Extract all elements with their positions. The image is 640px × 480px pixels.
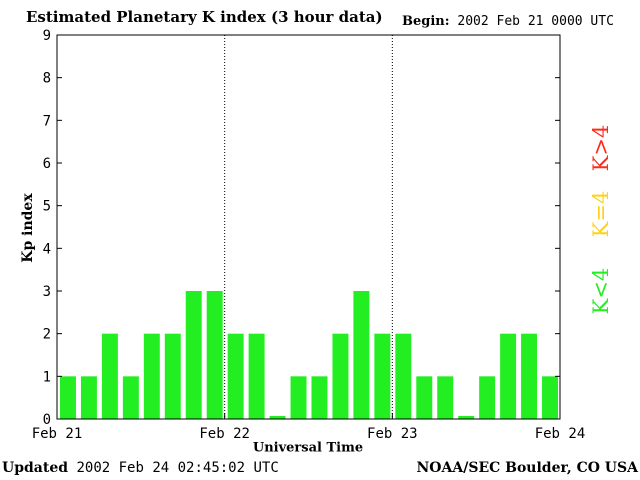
bar: [206, 291, 223, 419]
legend-k-less-4: K<4: [589, 267, 613, 315]
y-axis-label: Kp index: [20, 193, 36, 263]
bar: [458, 416, 475, 419]
x-axis-label: Universal Time: [252, 440, 364, 456]
bar: [542, 376, 558, 419]
bar: [353, 291, 370, 419]
y-tick-label: 9: [43, 28, 51, 44]
bar: [269, 416, 286, 419]
bar: [479, 376, 496, 419]
y-tick-label: 0: [43, 412, 51, 428]
y-tick-label: 3: [43, 284, 51, 300]
updated-value: 2002 Feb 24 02:45:02 UTC: [76, 460, 279, 476]
bar: [80, 376, 97, 419]
bar: [101, 333, 118, 419]
bar: [311, 376, 328, 419]
y-tick-label: 4: [43, 241, 51, 257]
bar: [521, 333, 538, 419]
legend-k-greater-4: K>4: [589, 124, 613, 172]
x-tick-label: Feb 21: [32, 426, 83, 442]
bar: [143, 333, 160, 419]
chart-title: Estimated Planetary K index (3 hour data…: [26, 8, 383, 26]
x-tick-label: Feb 23: [367, 426, 418, 442]
bar: [122, 376, 139, 419]
y-tick-label: 2: [43, 327, 51, 343]
bar: [374, 333, 391, 419]
bar: [290, 376, 307, 419]
bar: [248, 333, 265, 419]
bar: [164, 333, 181, 419]
updated-info: Updated 2002 Feb 24 02:45:02 UTC: [2, 460, 279, 476]
bar: [332, 333, 349, 419]
bar: [60, 376, 76, 419]
bar: [500, 333, 517, 419]
y-tick-label: 7: [43, 113, 51, 129]
bar: [185, 291, 202, 419]
bar: [227, 333, 244, 419]
x-tick-label: Feb 24: [535, 426, 586, 442]
credit-text: NOAA/SEC Boulder, CO USA: [416, 460, 639, 476]
begin-label: Begin:: [402, 14, 450, 29]
plot-frame: [56, 34, 561, 420]
begin-value: 2002 Feb 21 0000 UTC: [457, 14, 614, 29]
y-tick-label: 1: [43, 369, 51, 385]
bar: [437, 376, 454, 419]
x-tick-label: Feb 22: [199, 426, 250, 442]
y-tick-label: 8: [43, 71, 51, 87]
begin-info: Begin: 2002 Feb 21 0000 UTC: [402, 14, 614, 29]
y-tick-label: 5: [43, 199, 51, 215]
legend-k-equal-4: K=4: [589, 190, 613, 238]
bar: [395, 333, 412, 419]
bar: [416, 376, 433, 419]
updated-label: Updated: [2, 460, 69, 476]
y-tick-label: 6: [43, 156, 51, 172]
